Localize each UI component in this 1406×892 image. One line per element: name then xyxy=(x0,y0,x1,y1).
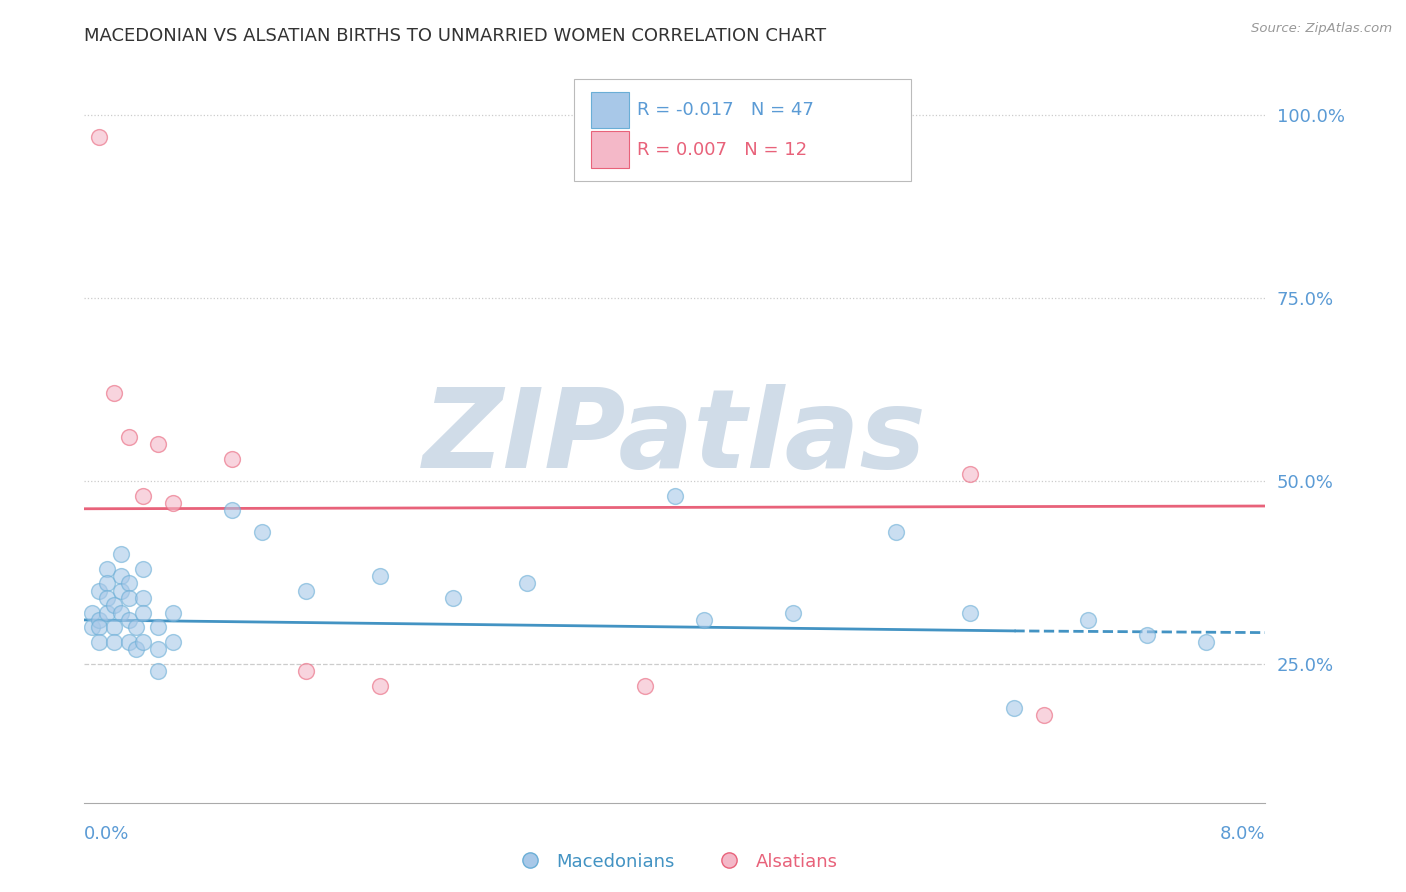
Point xyxy=(1004,700,1026,714)
Text: R = 0.007   N = 12: R = 0.007 N = 12 xyxy=(637,141,807,159)
Point xyxy=(80,620,103,634)
Point xyxy=(148,642,170,657)
Point xyxy=(103,599,125,613)
Point xyxy=(96,562,118,576)
Point xyxy=(110,547,132,561)
Point xyxy=(110,583,132,598)
Point xyxy=(148,664,170,678)
Point xyxy=(634,679,657,693)
Point xyxy=(96,606,118,620)
Point xyxy=(132,562,155,576)
Point xyxy=(89,620,111,634)
Point xyxy=(221,452,243,467)
Point xyxy=(125,642,148,657)
Point xyxy=(221,503,243,517)
Point xyxy=(1032,708,1054,723)
Point xyxy=(959,467,981,481)
Point xyxy=(132,591,155,605)
FancyBboxPatch shape xyxy=(591,131,628,168)
Point xyxy=(664,489,686,503)
Text: MACEDONIAN VS ALSATIAN BIRTHS TO UNMARRIED WOMEN CORRELATION CHART: MACEDONIAN VS ALSATIAN BIRTHS TO UNMARRI… xyxy=(84,27,827,45)
Point xyxy=(162,606,184,620)
Point xyxy=(368,679,391,693)
Point xyxy=(118,635,141,649)
Point xyxy=(148,437,170,451)
Point xyxy=(368,569,391,583)
Text: ZIPatlas: ZIPatlas xyxy=(423,384,927,491)
Point xyxy=(693,613,716,627)
Point xyxy=(118,576,141,591)
Point xyxy=(103,635,125,649)
Text: R = -0.017   N = 47: R = -0.017 N = 47 xyxy=(637,101,814,120)
Point xyxy=(118,430,141,444)
FancyBboxPatch shape xyxy=(591,92,628,128)
Text: Source: ZipAtlas.com: Source: ZipAtlas.com xyxy=(1251,22,1392,36)
Point xyxy=(96,576,118,591)
Legend: Macedonians, Alsatians: Macedonians, Alsatians xyxy=(505,846,845,878)
Point xyxy=(118,613,141,627)
Point xyxy=(162,635,184,649)
Point xyxy=(110,606,132,620)
Text: 8.0%: 8.0% xyxy=(1220,825,1265,843)
Point xyxy=(1195,635,1218,649)
Text: 0.0%: 0.0% xyxy=(84,825,129,843)
Point xyxy=(443,591,465,605)
Point xyxy=(516,576,538,591)
Point xyxy=(162,496,184,510)
Point xyxy=(959,606,981,620)
Point xyxy=(295,664,318,678)
Point xyxy=(103,620,125,634)
Point xyxy=(1077,613,1099,627)
Point xyxy=(110,569,132,583)
Point xyxy=(132,606,155,620)
Point xyxy=(96,591,118,605)
Point xyxy=(80,606,103,620)
Point xyxy=(89,613,111,627)
Point xyxy=(118,591,141,605)
Point xyxy=(125,620,148,634)
Point xyxy=(148,620,170,634)
Point xyxy=(89,635,111,649)
Point xyxy=(89,583,111,598)
Point xyxy=(132,635,155,649)
Point xyxy=(782,606,804,620)
Point xyxy=(886,525,908,540)
Point xyxy=(250,525,273,540)
FancyBboxPatch shape xyxy=(575,78,911,181)
Point xyxy=(132,489,155,503)
Point xyxy=(1136,627,1159,641)
Point xyxy=(89,130,111,145)
Point xyxy=(103,386,125,401)
Point xyxy=(295,583,318,598)
